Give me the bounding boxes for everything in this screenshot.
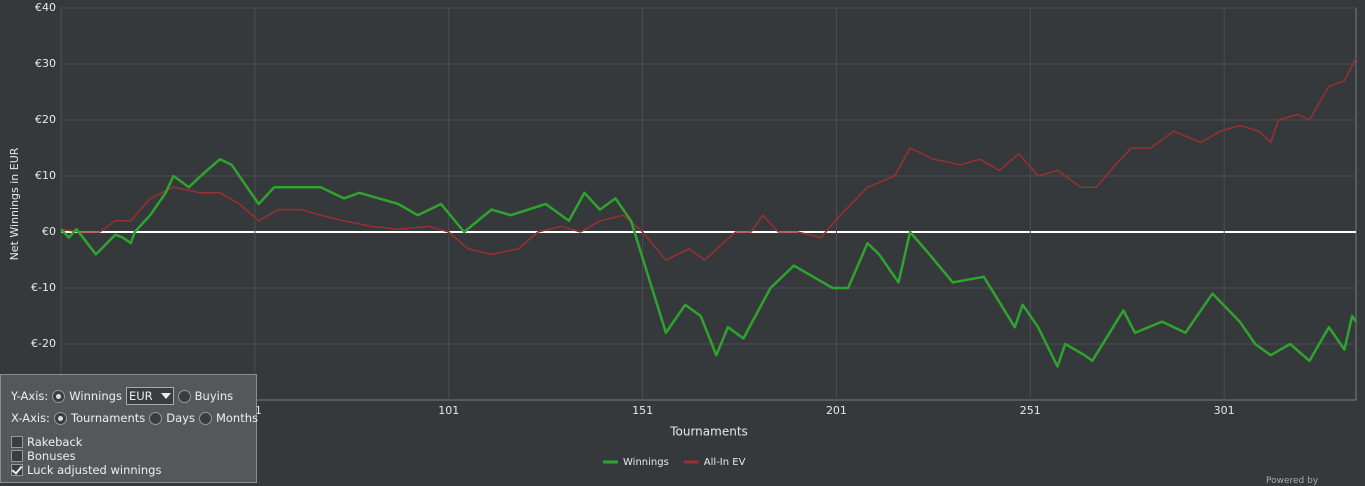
radio[interactable] bbox=[198, 411, 212, 425]
y-tick-label: €0 bbox=[42, 225, 56, 238]
label: Rakeback bbox=[27, 435, 83, 449]
label: Y-Axis: bbox=[11, 389, 49, 403]
label: Months bbox=[215, 411, 259, 425]
select-value: EUR bbox=[128, 389, 153, 403]
y-tick-label: €40 bbox=[35, 1, 56, 14]
radio[interactable] bbox=[52, 389, 66, 403]
options-panel: Y-Axis: Winnings EUR Buyins X-Axis: Tourname… bbox=[0, 374, 259, 483]
x-tick-label: 251 bbox=[1020, 404, 1041, 417]
radio[interactable] bbox=[53, 411, 67, 425]
label: Bonuses bbox=[27, 449, 76, 463]
label: X-Axis: bbox=[11, 411, 50, 425]
checkbox[interactable] bbox=[11, 436, 23, 448]
checkbox[interactable] bbox=[11, 450, 23, 462]
y-tick-label: €20 bbox=[35, 113, 56, 126]
x-tick-label: 201 bbox=[826, 404, 847, 417]
legend-label: Winnings bbox=[623, 457, 669, 468]
powered-by: Powered by bbox=[1266, 476, 1319, 486]
label: Tournaments bbox=[70, 411, 146, 425]
label: Days bbox=[166, 411, 195, 425]
radio[interactable] bbox=[177, 389, 191, 403]
label: Luck adjusted winnings bbox=[27, 463, 162, 477]
x-axis-label: Tournaments bbox=[669, 425, 748, 439]
currency-select[interactable]: EUR bbox=[125, 387, 174, 405]
line bbox=[60, 157, 1358, 368]
y-tick-label: €30 bbox=[35, 57, 56, 70]
legend-label: All-In EV bbox=[704, 457, 746, 468]
line bbox=[60, 58, 1357, 261]
x-tick-label: 151 bbox=[632, 404, 653, 417]
y-axis-label: Net Winnings in EUR bbox=[8, 147, 21, 260]
checkbox[interactable] bbox=[11, 464, 23, 476]
y-tick-label: €-20 bbox=[31, 337, 56, 350]
label: Buyins bbox=[194, 389, 234, 403]
radio[interactable] bbox=[149, 411, 163, 425]
x-tick-label: 301 bbox=[1214, 404, 1235, 417]
y-tick-label: €10 bbox=[35, 169, 56, 182]
y-tick-label: €-10 bbox=[31, 281, 56, 294]
label: Winnings bbox=[69, 389, 122, 403]
x-tick-label: 101 bbox=[438, 404, 459, 417]
